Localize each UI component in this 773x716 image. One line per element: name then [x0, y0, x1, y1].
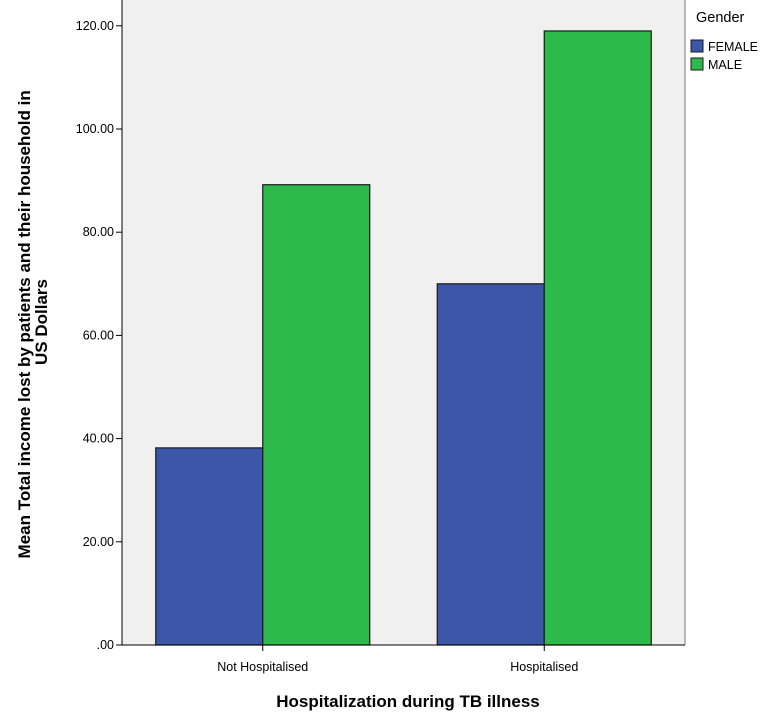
x-ticks-layer: Not Hospitalised Hospitalised: [217, 645, 578, 674]
y-axis-title-line-2: US Dollars: [32, 279, 51, 365]
y-tick-label: 40.00: [83, 432, 114, 446]
y-axis-title-line-1: Mean Total income lost by patients and t…: [15, 90, 34, 558]
y-tick-label: 80.00: [83, 225, 114, 239]
bar-female-not-hospitalised: [155, 447, 264, 646]
bar-female-hospitalised: [436, 283, 545, 646]
x-tick-label: Hospitalised: [510, 660, 578, 674]
y-tick-label: .00: [97, 638, 114, 652]
legend-label-female: FEMALE: [708, 40, 758, 54]
y-axis-title: Mean Total income lost by patients and t…: [15, 86, 51, 559]
legend-swatch-female: [690, 39, 704, 53]
legend: Gender FEMALE MALE: [690, 10, 758, 72]
y-tick-label: 100.00: [76, 122, 114, 136]
y-tick-label: 120.00: [76, 19, 114, 33]
y-tick-label: 20.00: [83, 535, 114, 549]
x-axis-title: Hospitalization during TB illness: [276, 692, 540, 711]
legend-label-male: MALE: [708, 58, 742, 72]
legend-swatch-male: [690, 57, 704, 71]
legend-items: FEMALE MALE: [690, 39, 758, 72]
legend-title: Gender: [696, 10, 745, 26]
y-tick-label: 60.00: [83, 328, 114, 342]
bar-male-not-hospitalised: [262, 184, 371, 646]
y-ticks-layer: .00 20.00 40.00 60.00 80.00 100.00 120.00: [76, 19, 122, 652]
bar-male-hospitalised: [543, 30, 652, 646]
x-tick-label: Not Hospitalised: [217, 660, 308, 674]
